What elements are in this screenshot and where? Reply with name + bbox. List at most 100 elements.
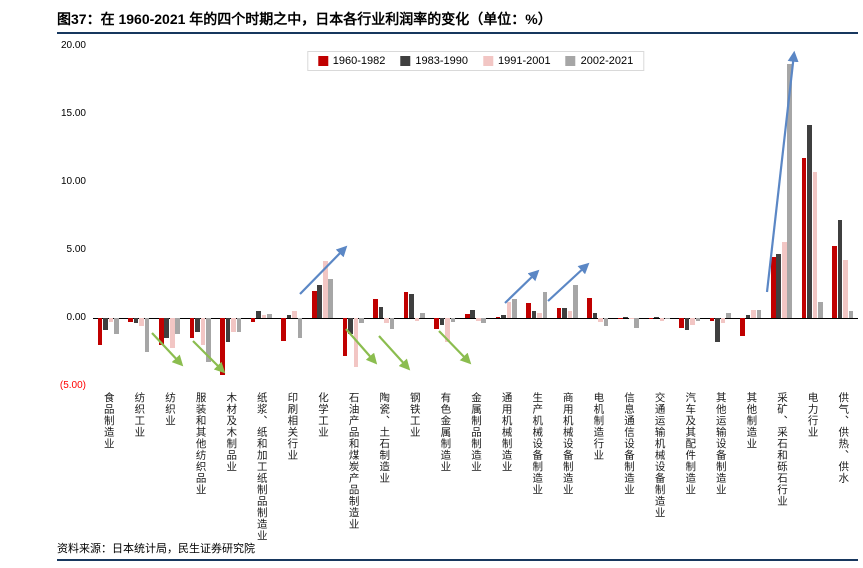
bar-chart-plot-area: 1960-1982 1983-1990 1991-2001 2002-2021 bbox=[93, 46, 858, 386]
x-axis-line bbox=[93, 318, 858, 319]
bar-series-1983-1990 bbox=[225, 318, 231, 343]
bar-series-1960-1982 bbox=[403, 292, 409, 318]
y-axis-tick-label: 15.00 bbox=[60, 108, 86, 119]
bar-series-1991-2001 bbox=[108, 318, 114, 323]
x-category-label: 印刷相关行业 bbox=[286, 392, 299, 461]
x-category-label: 陶瓷、土石制造业 bbox=[378, 392, 391, 484]
chart-title: 图37：在 1960-2021 年的四个时期之中，日本各行业利润率的变化（单位：… bbox=[57, 11, 552, 27]
x-category-label: 采矿、采石和砾石行业 bbox=[776, 392, 789, 507]
bar-series-1983-1990 bbox=[256, 311, 261, 318]
bar-series-2002-2021 bbox=[236, 318, 242, 332]
bar-series-1991-2001 bbox=[812, 172, 818, 318]
bar-series-1983-1990 bbox=[807, 124, 812, 318]
bar-series-1991-2001 bbox=[598, 318, 603, 323]
bar-series-2002-2021 bbox=[144, 318, 150, 352]
bar-series-1991-2001 bbox=[261, 315, 267, 318]
bar-series-1960-1982 bbox=[801, 157, 807, 318]
x-category-label: 纺织工业 bbox=[133, 392, 146, 438]
x-category-label: 金属制品制造业 bbox=[470, 392, 483, 473]
bar-series-2002-2021 bbox=[634, 318, 640, 328]
bar-series-1960-1982 bbox=[464, 313, 470, 318]
x-category-label: 纺织业 bbox=[164, 392, 177, 427]
bar-series-1983-1990 bbox=[562, 308, 567, 318]
x-category-label: 生产机械设备制造业 bbox=[531, 392, 544, 496]
bar-series-2002-2021 bbox=[206, 318, 211, 362]
legend-item: 1983-1990 bbox=[400, 55, 468, 67]
bar-series-1991-2001 bbox=[322, 260, 328, 318]
bar-series-2002-2021 bbox=[512, 298, 517, 318]
bar-series-1983-1990 bbox=[103, 318, 108, 331]
y-axis-tick-label: 0.00 bbox=[66, 312, 86, 323]
y-axis-tick-label: 10.00 bbox=[60, 176, 86, 187]
x-category-label: 电力行业 bbox=[806, 392, 819, 438]
bar-series-1983-1990 bbox=[501, 315, 506, 318]
bar-series-1991-2001 bbox=[353, 318, 359, 367]
bar-series-2002-2021 bbox=[573, 285, 578, 318]
bar-series-1983-1990 bbox=[317, 285, 323, 318]
x-category-label: 通用机械制造业 bbox=[500, 392, 513, 473]
legend-item: 2002-2021 bbox=[565, 55, 634, 67]
bar-series-1983-1990 bbox=[715, 318, 720, 343]
legend-swatch bbox=[565, 56, 576, 66]
bar-series-2002-2021 bbox=[848, 311, 854, 318]
bar-series-1991-2001 bbox=[169, 318, 175, 348]
bar-series-1991-2001 bbox=[537, 312, 542, 318]
bar-series-2002-2021 bbox=[787, 63, 793, 318]
bar-series-2002-2021 bbox=[818, 301, 823, 318]
bar-series-1983-1990 bbox=[837, 220, 843, 318]
bar-series-1960-1982 bbox=[832, 245, 837, 318]
bar-series-1983-1990 bbox=[133, 318, 139, 324]
bar-series-1991-2001 bbox=[445, 318, 450, 343]
bar-series-2002-2021 bbox=[450, 318, 456, 323]
bar-series-1991-2001 bbox=[628, 318, 634, 320]
bar-series-1991-2001 bbox=[843, 259, 848, 318]
chart-legend: 1960-1982 1983-1990 1991-2001 2002-2021 bbox=[306, 51, 645, 71]
bar-series-1960-1982 bbox=[770, 256, 776, 318]
bar-series-1991-2001 bbox=[506, 301, 512, 318]
x-category-label: 电机制造行业 bbox=[592, 392, 605, 461]
bar-series-1960-1982 bbox=[617, 318, 623, 319]
bar-series-2002-2021 bbox=[665, 318, 670, 320]
bar-series-1991-2001 bbox=[475, 318, 481, 321]
bar-series-1960-1982 bbox=[97, 318, 103, 346]
bar-series-1983-1990 bbox=[348, 318, 353, 335]
legend-swatch bbox=[317, 56, 328, 66]
bar-series-2002-2021 bbox=[297, 318, 303, 339]
bar-series-1991-2001 bbox=[690, 318, 695, 325]
legend-label: 1960-1982 bbox=[332, 55, 386, 67]
y-axis-tick-label: 20.00 bbox=[60, 40, 86, 51]
x-category-label: 化学工业 bbox=[317, 392, 330, 438]
bar-series-1991-2001 bbox=[751, 309, 756, 318]
bar-series-1960-1982 bbox=[342, 318, 348, 357]
source-note: 资料来源：日本统计局，民生证券研究院 bbox=[57, 543, 255, 555]
y-axis-tick-label: (5.00) bbox=[59, 380, 86, 391]
bar-series-2002-2021 bbox=[175, 318, 181, 335]
bar-series-1991-2001 bbox=[414, 318, 420, 321]
legend-label: 2002-2021 bbox=[580, 55, 634, 67]
x-category-label: 有色金属制造业 bbox=[439, 392, 452, 473]
title-divider bbox=[57, 32, 858, 34]
bar-series-1960-1982 bbox=[158, 318, 164, 346]
bar-series-1960-1982 bbox=[189, 318, 195, 339]
bar-series-1983-1990 bbox=[409, 293, 414, 318]
x-category-label: 食品制造业 bbox=[102, 392, 115, 450]
bar-series-1983-1990 bbox=[195, 318, 200, 332]
bar-series-2002-2021 bbox=[542, 292, 548, 318]
bar-series-1960-1982 bbox=[648, 318, 654, 320]
x-category-label: 交通运输机械设备制造业 bbox=[653, 392, 666, 519]
bar-series-1991-2001 bbox=[384, 318, 389, 324]
bar-series-1983-1990 bbox=[470, 309, 476, 318]
bar-series-2002-2021 bbox=[695, 318, 701, 321]
bar-series-2002-2021 bbox=[114, 318, 119, 335]
bar-series-1960-1982 bbox=[128, 318, 133, 323]
bar-series-1983-1990 bbox=[164, 318, 170, 339]
bottom-divider bbox=[57, 559, 858, 561]
bar-series-1960-1982 bbox=[526, 303, 531, 318]
bar-series-1960-1982 bbox=[220, 318, 225, 376]
bar-series-1960-1982 bbox=[311, 290, 317, 318]
bar-series-2002-2021 bbox=[726, 312, 731, 318]
legend-item: 1960-1982 bbox=[317, 55, 386, 67]
legend-swatch bbox=[483, 56, 493, 66]
bar-series-1960-1982 bbox=[679, 318, 684, 328]
